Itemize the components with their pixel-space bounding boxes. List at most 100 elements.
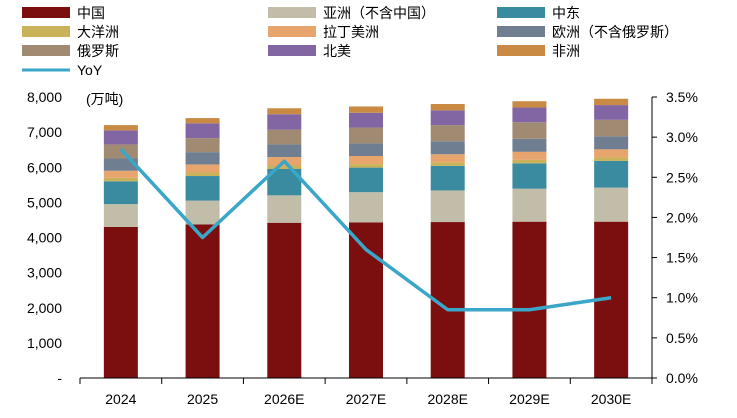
legend-swatch	[22, 45, 70, 56]
bar-segment	[594, 136, 629, 150]
bar-segment	[349, 192, 383, 223]
bar-stack	[349, 106, 383, 378]
legend-swatch	[268, 45, 316, 56]
bar-segment	[512, 138, 547, 152]
left-axis-tick-label: 1,000	[27, 335, 62, 351]
bar-segment	[267, 114, 302, 130]
bar-segment	[103, 170, 138, 178]
legend-item: 欧洲（不含俄罗斯）	[497, 24, 678, 40]
legend-swatch	[497, 26, 545, 37]
bar-segment	[594, 160, 629, 188]
legend-item: 亚洲（不含中国）	[268, 5, 435, 21]
bar-segment	[594, 119, 629, 137]
legend-item: 中国	[22, 5, 105, 21]
bar-segment	[349, 156, 383, 165]
bar-segment	[349, 222, 383, 378]
legend-label: 北美	[323, 43, 351, 59]
legend-label: 中东	[552, 5, 580, 21]
bar-segment	[267, 108, 302, 115]
bar-segment	[430, 162, 465, 166]
legend-swatch	[268, 7, 316, 18]
right-axis-tick-label: 0.0%	[666, 370, 698, 386]
bar-segment	[103, 130, 138, 145]
bar-stack	[267, 108, 302, 378]
legend-label: 亚洲（不含中国）	[323, 5, 435, 21]
legend-item: 大洋洲	[22, 24, 119, 40]
bar-segment	[594, 105, 629, 120]
legend-label: 欧洲（不含俄罗斯）	[552, 24, 678, 40]
bar-segment	[430, 141, 465, 155]
legend-item: YoY	[22, 62, 103, 78]
right-axis-tick-label: 0.5%	[666, 330, 698, 346]
legend-item: 中东	[497, 5, 580, 21]
legend-item: 拉丁美洲	[268, 24, 379, 40]
bar-segment	[103, 181, 138, 205]
bar-segment	[103, 158, 138, 171]
bar-segment	[430, 154, 465, 163]
bar-segment	[430, 165, 465, 191]
bar-segment	[349, 106, 383, 113]
legend-label: 中国	[77, 5, 105, 21]
bar-segment	[267, 222, 302, 378]
left-axis-tick-label: 8,000	[27, 89, 62, 105]
left-axis-tick-label: 6,000	[27, 159, 62, 175]
bar-segment	[430, 125, 465, 142]
right-axis-tick-label: 3.5%	[666, 89, 698, 105]
bar-segment	[594, 187, 629, 222]
legend-label: 拉丁美洲	[323, 24, 379, 40]
x-axis-tick-label: 2028E	[427, 391, 467, 407]
yoy-line	[119, 147, 612, 312]
bar-segment	[430, 190, 465, 223]
bar-segment	[349, 167, 383, 193]
legend-swatch	[268, 26, 316, 37]
left-axis: - 1,000 2,000 3,000 4,000 5,000 6,000 7,000 8,00…	[27, 89, 62, 386]
legend-swatch	[22, 7, 70, 18]
bar-segment	[349, 112, 383, 128]
bar-segment	[185, 123, 220, 139]
left-axis-tick-label: 7,000	[27, 124, 62, 140]
bar-stack	[430, 104, 465, 378]
x-axis-tick-label: 2025	[187, 391, 218, 407]
bar-segment	[267, 144, 302, 158]
legend-label: 大洋洲	[77, 24, 119, 40]
bar-stack	[185, 118, 220, 378]
legend-label: YoY	[77, 62, 103, 78]
right-axis: 0.0% 0.5% 1.0% 1.5% 2.0% 2.5% 3.0% 3.5%	[651, 89, 698, 386]
bar-segment	[349, 164, 383, 168]
bar-segment	[430, 110, 465, 126]
bar-segment	[512, 221, 547, 378]
legend-swatch	[22, 26, 70, 37]
x-axis-tick-label: 2027E	[346, 391, 386, 407]
bar-segment	[103, 204, 138, 227]
legend-swatch	[497, 45, 545, 56]
bar-segment	[430, 104, 465, 111]
bar-stack	[512, 101, 547, 378]
bar-segment	[594, 157, 629, 161]
bar-segment	[512, 107, 547, 123]
x-axis-tick-label: 2030E	[591, 391, 631, 407]
bar-segment	[185, 172, 220, 177]
left-axis-tick-label: 3,000	[27, 265, 62, 281]
right-axis-tick-label: 3.0%	[666, 129, 698, 145]
x-axis-tick-label: 2024	[105, 391, 136, 407]
bar-segment	[185, 164, 220, 173]
left-axis-tick-label: -	[57, 370, 62, 386]
bar-segment	[185, 176, 220, 201]
bar-segment	[267, 129, 302, 145]
bar-segment	[185, 224, 220, 378]
bar-segment	[512, 159, 547, 164]
x-axis: 2024 2025 2026E 2027E 2028E 2029E 2030E	[79, 377, 653, 407]
bar-segment	[185, 118, 220, 124]
bar-segment	[103, 177, 138, 182]
bar-segment	[185, 152, 220, 165]
right-axis-tick-label: 2.5%	[666, 169, 698, 185]
bar-segment	[512, 122, 547, 139]
bar-segment	[594, 98, 629, 106]
bar-segment	[185, 138, 220, 153]
legend-swatch	[497, 7, 545, 18]
left-axis-unit-label: (万吨)	[86, 91, 123, 107]
bar-segment	[103, 226, 138, 378]
bar-segment	[594, 149, 629, 158]
